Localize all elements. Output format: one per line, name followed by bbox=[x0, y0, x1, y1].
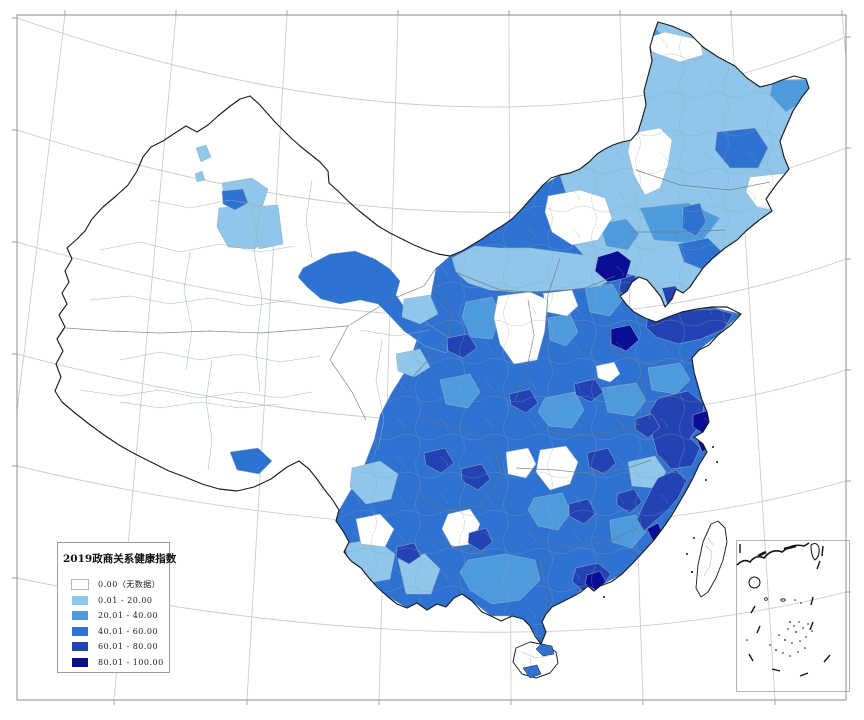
south-china-sea-inset bbox=[736, 540, 850, 692]
legend-swatch-60-80 bbox=[72, 642, 88, 652]
legend-box: 2019政商关系健康指数 0.00（无数据） 0.01 - 20.00 20.0… bbox=[57, 542, 177, 673]
legend-label: 0.00（无数据） bbox=[98, 580, 161, 590]
province-boundaries bbox=[65, 169, 771, 614]
coastal-islands bbox=[603, 446, 718, 598]
legend-row-40-60: 40.01 - 60.00 bbox=[58, 624, 169, 640]
prefecture-boundaries bbox=[79, 179, 431, 471]
legend-label: 40.01 - 60.00 bbox=[98, 626, 159, 636]
legend-row-nodata: 0.00（无数据） bbox=[58, 577, 169, 593]
taiwan-island bbox=[695, 520, 728, 598]
legend-label: 0.01 - 20.00 bbox=[98, 595, 153, 605]
legend-row-0-20: 0.01 - 20.00 bbox=[58, 593, 169, 609]
legend-swatch-0-20 bbox=[72, 595, 88, 605]
legend-rows: 0.00（无数据） 0.01 - 20.00 20.01 - 40.00 40.… bbox=[58, 577, 169, 670]
legend-swatch-nodata bbox=[71, 579, 89, 591]
legend-swatch-40-60 bbox=[72, 626, 88, 636]
inset-island-dots bbox=[746, 597, 813, 657]
legend-label: 20.01 - 40.00 bbox=[98, 611, 159, 621]
inset-coastline bbox=[736, 542, 810, 566]
legend-title: 2019政商关系健康指数 bbox=[63, 553, 177, 565]
inset-hainan bbox=[748, 576, 761, 589]
legend-label: 60.01 - 80.00 bbox=[98, 642, 159, 652]
map-frame bbox=[16, 14, 847, 701]
nine-dash-line bbox=[739, 544, 831, 677]
legend-swatch-20-40 bbox=[72, 611, 88, 621]
hainan-island bbox=[512, 641, 559, 679]
inset-taiwan bbox=[810, 543, 820, 561]
graticule-ticks bbox=[12, 10, 851, 705]
legend-swatch-80-100 bbox=[72, 657, 88, 667]
legend-row-80-100: 80.01 - 100.00 bbox=[58, 655, 169, 671]
china-national-boundary bbox=[54, 21, 810, 645]
legend-row-60-80: 60.01 - 80.00 bbox=[58, 639, 169, 655]
legend-label: 80.01 - 100.00 bbox=[98, 657, 164, 667]
legend-row-20-40: 20.01 - 40.00 bbox=[58, 608, 169, 624]
